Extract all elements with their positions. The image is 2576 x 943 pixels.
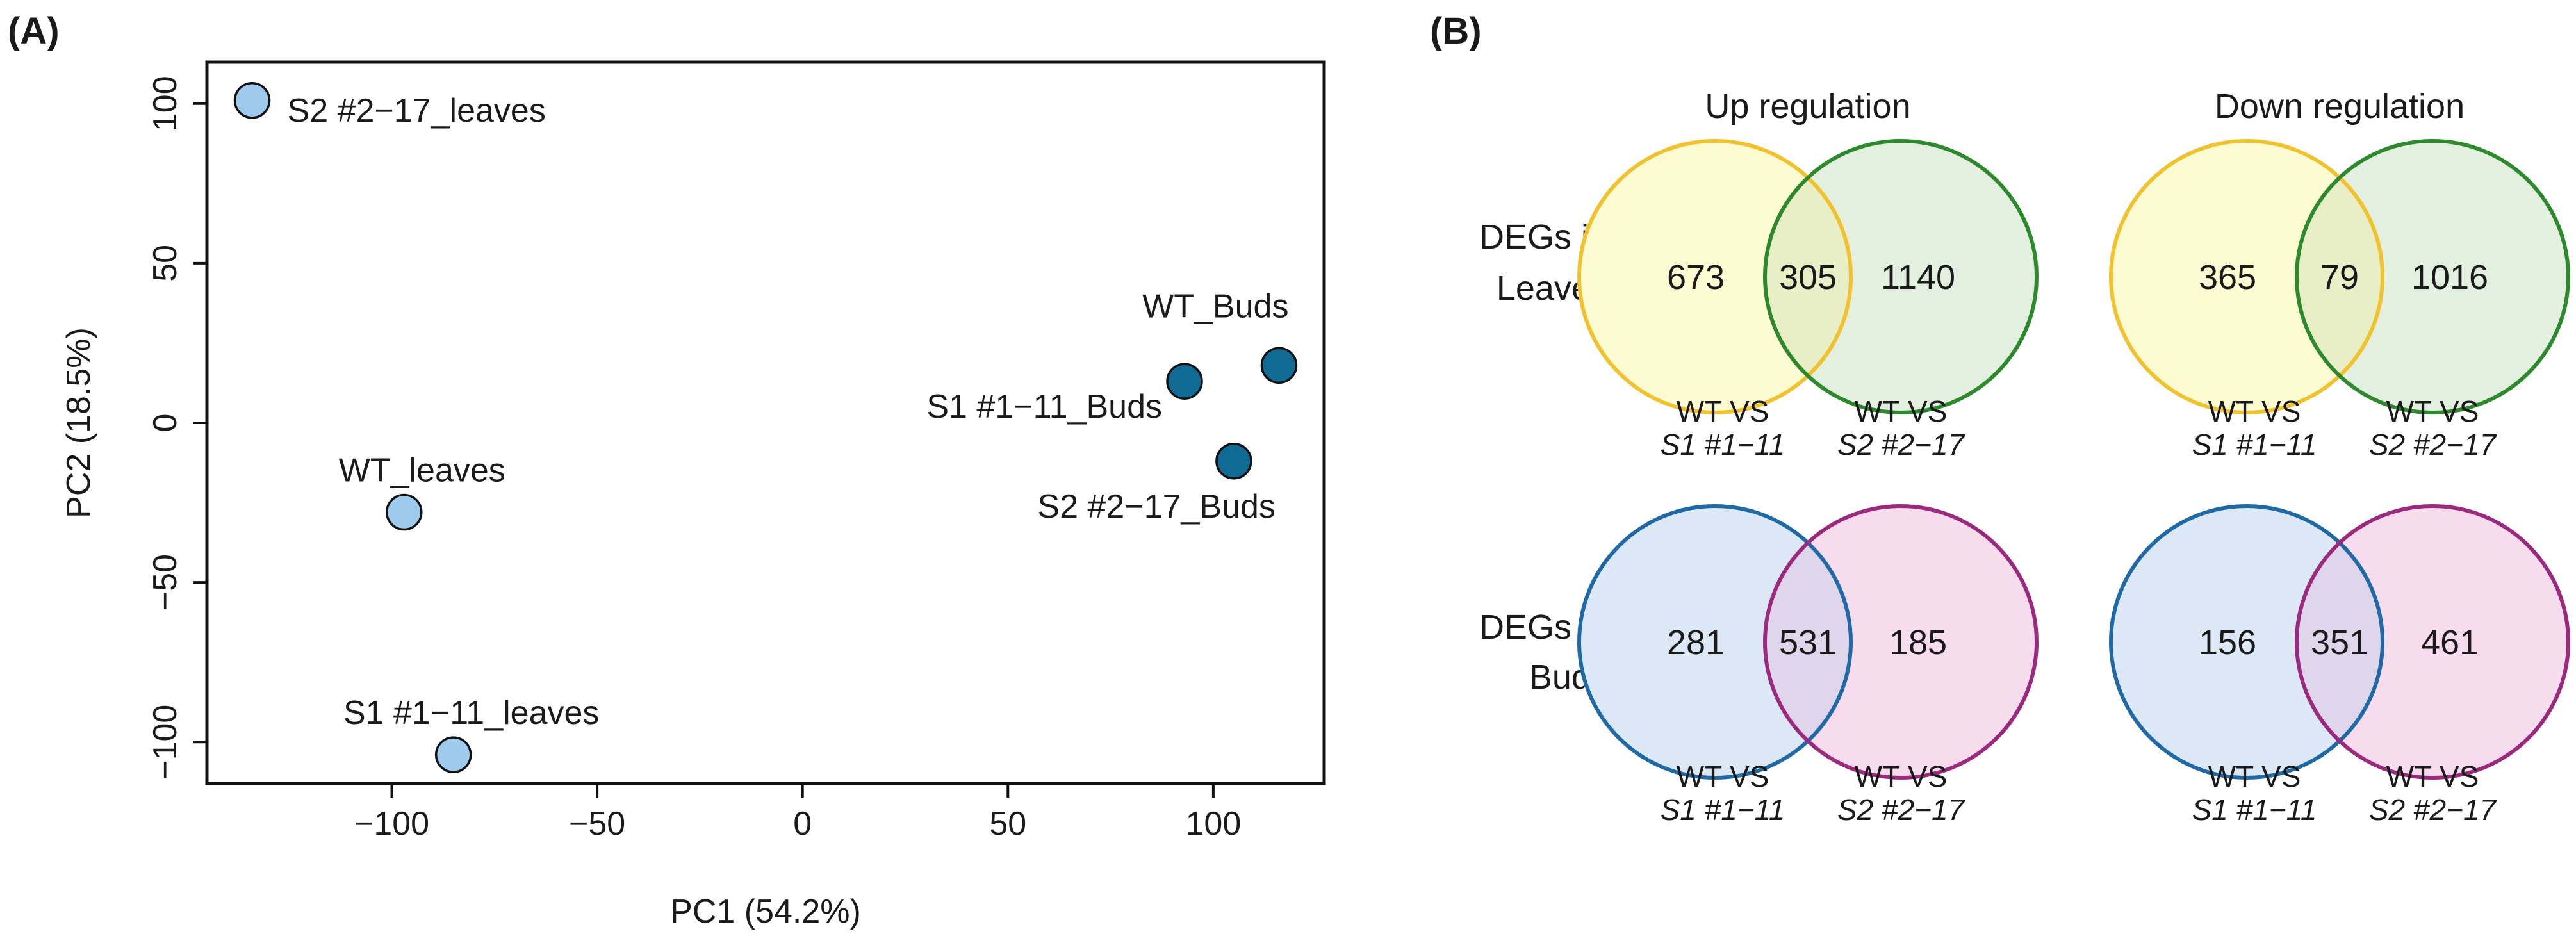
venn-set-right-label: WT VS	[2386, 395, 2479, 428]
venn-set-right-outline	[1763, 139, 2039, 414]
venn-set-right-label: WT VS	[1855, 395, 1948, 428]
x-tick-label: 0	[793, 805, 812, 842]
data-point-buds	[1215, 443, 1252, 480]
data-point-label: WT_leaves	[339, 452, 505, 489]
venn-count-overlap: 531	[1779, 623, 1837, 662]
venn-count-left: 365	[2199, 258, 2256, 297]
venn-set-right-outline	[2295, 139, 2570, 414]
venn-set-left-outline	[1577, 139, 1853, 414]
venn-count-overlap: 351	[2311, 623, 2368, 662]
venn-count-overlap: 305	[1779, 258, 1837, 297]
y-tick-label: 50	[147, 245, 184, 282]
data-point-label: S1 #1−11_leaves	[343, 694, 599, 732]
x-tick-label: 50	[989, 805, 1026, 842]
venn-count-right: 461	[2421, 623, 2479, 662]
venn-set-right-label-strain: S2 #2−17	[1837, 793, 1965, 826]
data-point-labels: S2 #2−17_leaves WT_leaves S1 #1−11_leaves W…	[288, 92, 1289, 732]
data-point-label: WT_Buds	[1142, 288, 1288, 325]
venn-set-left-label-strain: S1 #1−11	[1661, 428, 1785, 461]
venn-count-left: 281	[1667, 623, 1725, 662]
panel-a-label: (A)	[8, 10, 60, 52]
x-axis-title: PC1 (54.2%)	[670, 893, 861, 930]
venn-set-left-outline	[2109, 504, 2384, 780]
venn-count-right: 1016	[2411, 258, 2488, 297]
venn-set-right-label: WT VS	[1855, 760, 1948, 793]
venn-set-right-label-strain: S2 #2−17	[2369, 793, 2497, 826]
venn-set-left-label: WT VS	[2208, 760, 2301, 793]
y-tick-label: 100	[147, 76, 184, 131]
venn-set-right-outline	[1763, 504, 2039, 780]
x-tick-label: −100	[354, 805, 429, 842]
data-point-leaves	[434, 736, 472, 773]
data-point-label: S2 #2−17_leaves	[288, 92, 546, 129]
data-point-buds	[1260, 347, 1298, 384]
venn-set-right-label-strain: S2 #2−17	[2369, 428, 2497, 461]
column-title-up: Up regulation	[1705, 87, 1910, 126]
panel-b-label: (B)	[1430, 10, 1482, 52]
venn-set-right-outline	[2295, 504, 2570, 780]
pca-scatter-plot: −100 −50 0 50 100 100 50 0 −50 −100 S2 #2−17_leav…	[60, 60, 1326, 930]
data-points	[233, 82, 1298, 773]
y-tick-label: −50	[147, 554, 184, 611]
x-tick-label: 100	[1185, 805, 1241, 842]
data-point-label: S2 #2−17_Buds	[1037, 488, 1276, 525]
venn-count-left: 156	[2199, 623, 2256, 662]
y-axis-title: PC2 (18.5%)	[60, 327, 97, 518]
venn-set-left-outline	[1577, 504, 1853, 780]
data-point-leaves	[386, 493, 423, 531]
venn-count-right: 1140	[1881, 258, 1955, 297]
venn-set-right-label: WT VS	[2386, 760, 2479, 793]
venn-diagram-grid: Up regulation Down regulation DEGs in Le…	[1479, 87, 2570, 826]
venn-set-left-label: WT VS	[2208, 395, 2301, 428]
y-tick-label: −100	[147, 705, 184, 780]
data-point-leaves	[233, 82, 271, 119]
venn-set-left-outline	[2109, 139, 2384, 414]
venn-set-left-label-strain: S1 #1−11	[2192, 793, 2317, 826]
venn-set-left-label-strain: S1 #1−11	[2192, 428, 2317, 461]
data-point-buds	[1166, 363, 1203, 400]
venn-set-right-label-strain: S2 #2−17	[1837, 428, 1965, 461]
venn-set-left-label: WT VS	[1677, 760, 1769, 793]
venn-set-left-label: WT VS	[1677, 395, 1769, 428]
y-tick-label: 0	[147, 414, 184, 432]
column-title-down: Down regulation	[2215, 87, 2465, 126]
axis-ticks: −100 −50 0 50 100 100 50 0 −50 −100	[147, 76, 1241, 842]
venn-count-right: 185	[1889, 623, 1947, 662]
venn-set-left-label-strain: S1 #1−11	[1661, 793, 1785, 826]
venn-count-overlap: 79	[2320, 258, 2359, 297]
data-point-label: S1 #1−11_Buds	[926, 388, 1162, 425]
venn-count-left: 673	[1667, 258, 1725, 297]
x-tick-label: −50	[569, 805, 625, 842]
